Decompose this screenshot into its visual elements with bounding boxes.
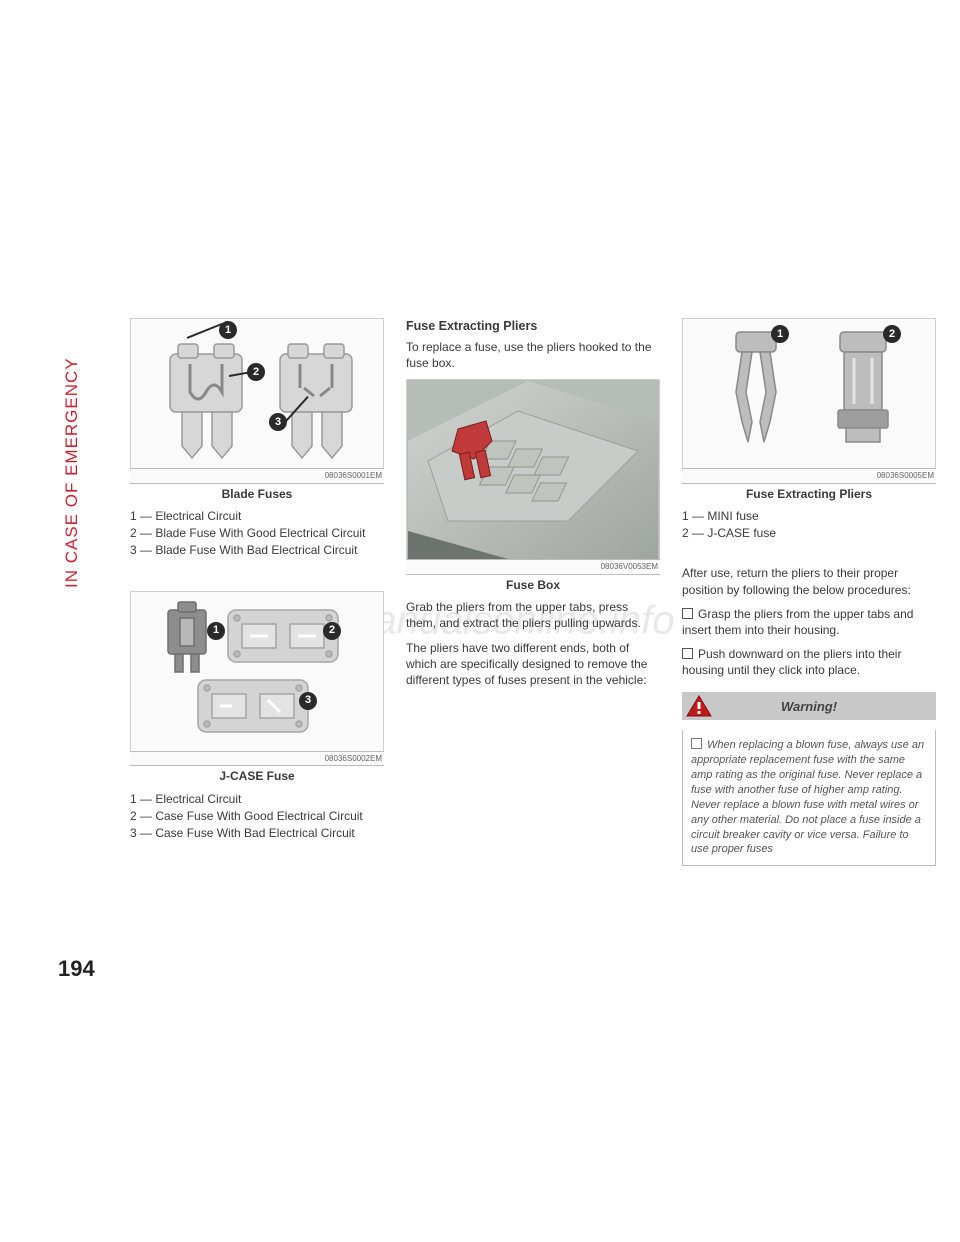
- step-1: Grasp the pliers from the upper tabs and…: [682, 606, 936, 638]
- section-label: IN CASE OF EMERGENCY: [62, 318, 86, 588]
- callout-1: 1: [219, 321, 237, 339]
- callout-1: 1: [207, 622, 225, 640]
- figure-code: 08036S0002EM: [130, 751, 384, 766]
- figure-code: 08036V0053EM: [406, 559, 660, 574]
- callout-3: 3: [269, 413, 287, 431]
- callout-3: 3: [299, 692, 317, 710]
- paragraph: After use, return the pliers to their pr…: [682, 565, 936, 597]
- column-3: 1 2 08036S0005EM Fuse Extracting Pliers …: [682, 318, 936, 866]
- column-2: Fuse Extracting Pliers To replace a fuse…: [406, 318, 660, 866]
- heading-fuse-pliers: Fuse Extracting Pliers: [406, 318, 660, 335]
- figure-extracting-pliers: 1 2 08036S0005EM: [682, 318, 936, 484]
- legend-item: 1 — Electrical Circuit: [130, 791, 384, 807]
- legend-item: 2 — Blade Fuse With Good Electrical Circ…: [130, 525, 384, 541]
- callout-1: 1: [771, 325, 789, 343]
- figure-caption: J-CASE Fuse: [130, 768, 384, 784]
- blade-fuses-svg: [142, 324, 372, 464]
- legend-item: 1 — MINI fuse: [682, 508, 936, 524]
- paragraph: To replace a fuse, use the pliers hooked…: [406, 339, 660, 371]
- legend-item: 3 — Case Fuse With Bad Electrical Circui…: [130, 825, 384, 841]
- step-2: Push downward on the pliers into their h…: [682, 646, 936, 678]
- pliers-svg: [694, 324, 924, 464]
- figure-blade-fuses: 1 2 3 08036S0001EM: [130, 318, 384, 484]
- legend-item: 2 — J-CASE fuse: [682, 525, 936, 541]
- callout-2: 2: [883, 325, 901, 343]
- figure-code: 08036S0005EM: [682, 468, 936, 483]
- warning-body: When replacing a blown fuse, always use …: [682, 730, 936, 866]
- figure-caption: Fuse Box: [406, 577, 660, 593]
- legend-blade-fuses: 1 — Electrical Circuit 2 — Blade Fuse Wi…: [130, 508, 384, 559]
- callout-2: 2: [247, 363, 265, 381]
- figure-caption: Fuse Extracting Pliers: [682, 486, 936, 502]
- warning-header: Warning!: [682, 692, 936, 720]
- legend-item: 2 — Case Fuse With Good Electrical Circu…: [130, 808, 384, 824]
- figure-jcase-fuse: 1 2 3 08036S0002EM: [130, 591, 384, 767]
- fuse-box-svg: [408, 381, 658, 559]
- page-content: IN CASE OF EMERGENCY 194: [68, 318, 888, 978]
- column-1: 1 2 3 08036S0001EM Blade Fuses 1 — Elect…: [130, 318, 384, 866]
- legend-jcase: 1 — Electrical Circuit 2 — Case Fuse Wit…: [130, 791, 384, 842]
- figure-caption: Blade Fuses: [130, 486, 384, 502]
- paragraph: The pliers have two different ends, both…: [406, 640, 660, 689]
- warning-title: Warning!: [716, 698, 936, 716]
- figure-fuse-box: 08036V0053EM: [406, 379, 660, 575]
- figure-code: 08036S0001EM: [130, 468, 384, 483]
- legend-pliers: 1 — MINI fuse 2 — J-CASE fuse: [682, 508, 936, 541]
- warning-icon: [682, 692, 716, 720]
- columns: 1 2 3 08036S0001EM Blade Fuses 1 — Elect…: [130, 318, 940, 866]
- legend-item: 3 — Blade Fuse With Bad Electrical Circu…: [130, 542, 384, 558]
- warning-box: Warning! When replacing a blown fuse, al…: [682, 692, 936, 866]
- callout-2: 2: [323, 622, 341, 640]
- page-number: 194: [58, 956, 95, 982]
- legend-item: 1 — Electrical Circuit: [130, 508, 384, 524]
- paragraph: Grab the pliers from the upper tabs, pre…: [406, 599, 660, 631]
- jcase-svg: [142, 596, 372, 746]
